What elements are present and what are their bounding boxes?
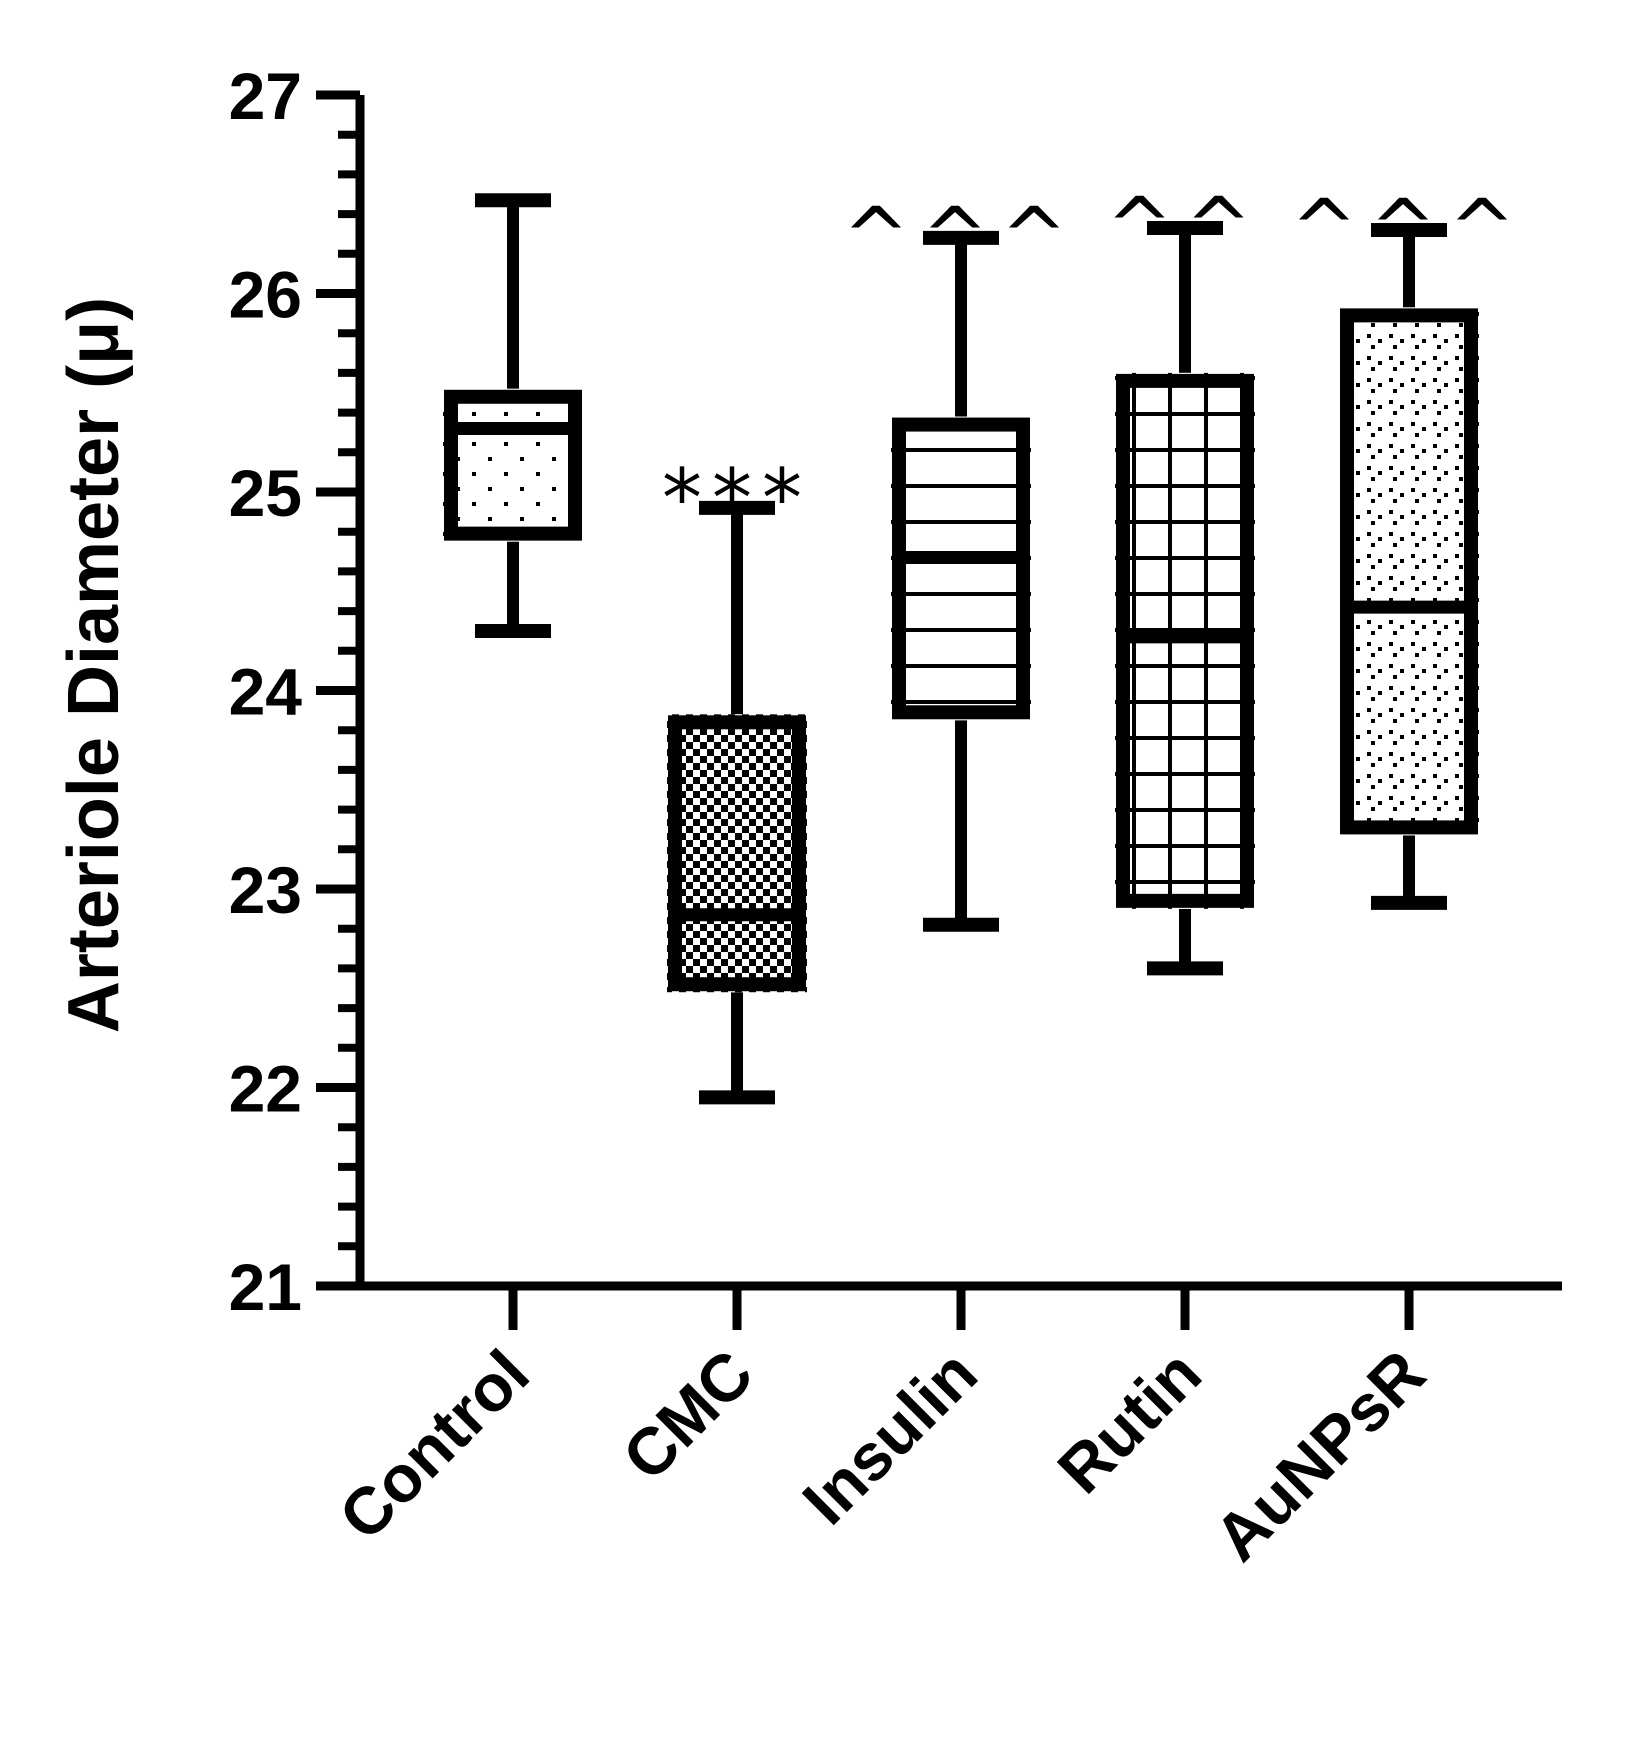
x-category-label: CMC (608, 1336, 767, 1495)
box-outline (444, 389, 582, 541)
y-axis-title: Arteriole Diameter (μ) (54, 297, 134, 1033)
box-outline (1340, 308, 1478, 835)
x-category-label: Control (325, 1336, 543, 1554)
box-aunpsr (1339, 222, 1479, 910)
box-outline (892, 417, 1030, 720)
y-tick-label: 22 (229, 1052, 302, 1126)
box-fill-pattern (667, 714, 807, 993)
significance-mark-cmc: *** (662, 452, 812, 545)
box-outline (668, 715, 806, 992)
significance-mark-insulin: ^^^ (842, 190, 1079, 283)
box-fill-pattern (891, 416, 1031, 721)
y-axis: 21 22 23 24 25 26 27 (229, 59, 365, 1324)
box-fill-pattern (443, 388, 583, 542)
y-tick-label: 21 (229, 1250, 302, 1324)
boxes (443, 193, 1479, 1105)
y-tick-label: 26 (229, 258, 302, 332)
box-insulin (891, 230, 1031, 932)
box-control (443, 193, 583, 638)
significance-annotations: ***^^^ ^^ ^^^ (662, 180, 1527, 545)
x-category-label: Rutin (1043, 1336, 1215, 1508)
y-tick-label: 23 (229, 853, 302, 927)
x-category-label: Insulin (788, 1336, 991, 1539)
x-category-label: AuNPsR (1200, 1336, 1439, 1575)
significance-mark-aunpsr: ^^^ (1290, 182, 1527, 275)
y-tick-label: 24 (229, 655, 303, 729)
box-fill-pattern (1339, 307, 1479, 836)
box-cmc (667, 500, 807, 1105)
significance-mark-rutin: ^^ (1106, 180, 1264, 273)
y-tick-label: 27 (229, 59, 302, 133)
y-tick-label: 25 (229, 456, 302, 530)
box-rutin (1115, 220, 1255, 976)
